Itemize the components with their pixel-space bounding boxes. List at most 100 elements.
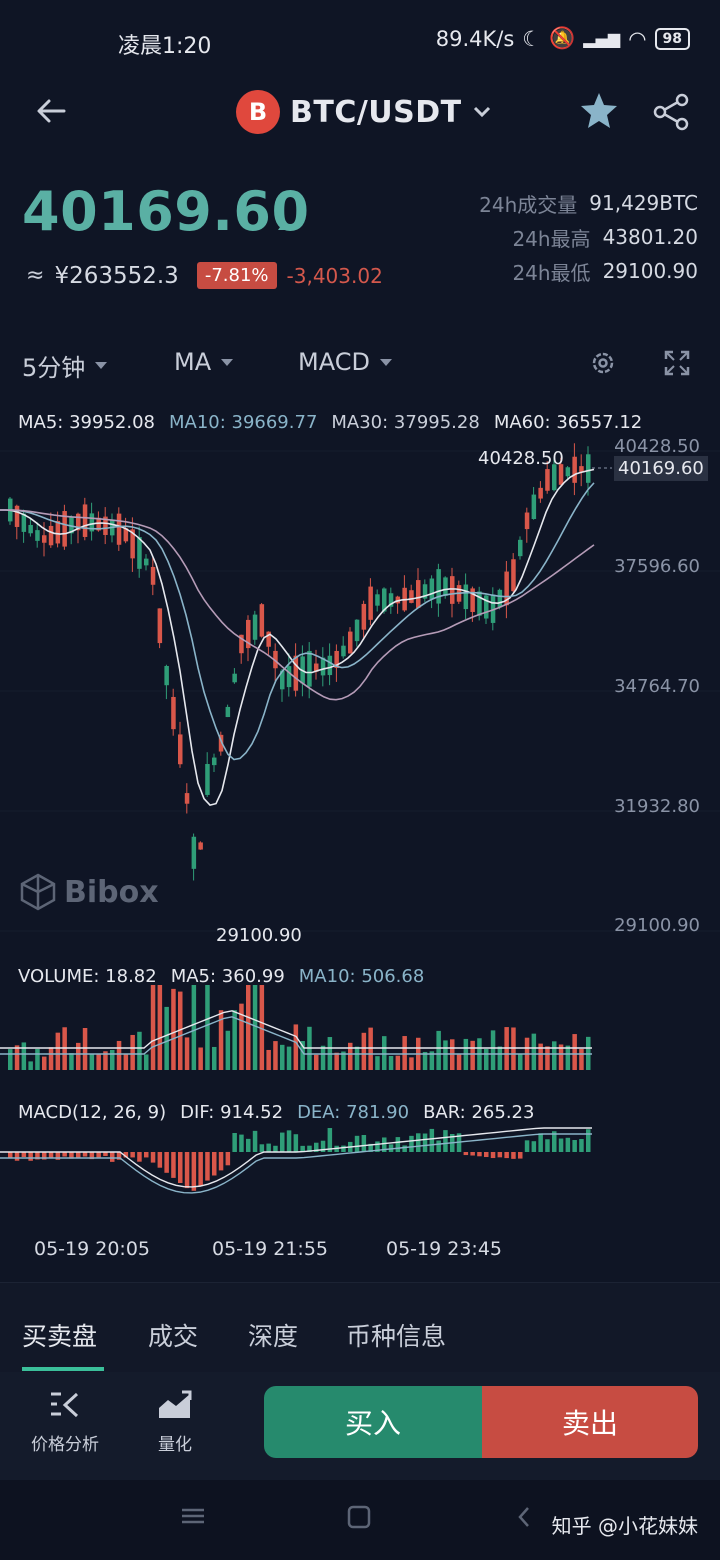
macd-bar [28, 1152, 33, 1161]
macd-dif-line [0, 1127, 592, 1188]
system-nav-bar: 知乎 @小花妹妹 [0, 1480, 720, 1560]
pair-selector[interactable]: B BTC/USDT [236, 90, 492, 134]
macd-bar [572, 1140, 577, 1152]
buy-button[interactable]: 买入 [264, 1386, 482, 1458]
favorite-star-icon[interactable] [578, 90, 620, 132]
candle-body [565, 467, 571, 477]
candle-body [552, 464, 557, 491]
volume-bar [402, 1036, 407, 1070]
candle-body [443, 577, 448, 596]
volume-ma5-line [0, 1010, 592, 1049]
main-indicator-dropdown[interactable]: MA [174, 348, 234, 376]
macd-bar [552, 1131, 557, 1152]
candle-body [28, 524, 33, 534]
candle-body [103, 516, 108, 535]
volume-bar [436, 1030, 441, 1070]
macd-bar [205, 1152, 210, 1181]
signal-icon: ▂▄▆ [583, 29, 621, 48]
volume-bar [531, 1033, 537, 1070]
candle-body [531, 494, 537, 520]
sell-button[interactable]: 卖出 [482, 1386, 698, 1458]
kline-chart[interactable] [0, 430, 720, 1230]
candle-body [144, 558, 149, 566]
tab-depth[interactable]: 深度 [248, 1322, 299, 1351]
volume-bar [470, 1040, 475, 1070]
sub-indicator-dropdown[interactable]: MACD [298, 348, 392, 376]
candle-body [225, 706, 231, 718]
volume-bar [259, 985, 265, 1070]
nav-back-icon[interactable] [514, 1504, 534, 1530]
time-axis-label: 05-19 23:45 [386, 1238, 503, 1260]
macd-bar [246, 1138, 251, 1152]
macd-bar [259, 1144, 265, 1152]
candle-body [477, 591, 482, 616]
tab-orderbook[interactable]: 买卖盘 [22, 1322, 98, 1351]
macd-bar [103, 1152, 108, 1157]
volume-bar [341, 1051, 346, 1070]
volume-bar [354, 1046, 360, 1070]
volume-bar [375, 1056, 380, 1070]
price-up-arrow-icon [278, 220, 292, 230]
macd-bar [395, 1137, 401, 1152]
macd-title: MACD(12, 26, 9) [18, 1102, 167, 1123]
volume-bar [443, 1040, 448, 1070]
volume-bar [490, 1030, 496, 1070]
volume-bar [21, 1042, 27, 1070]
tab-coin-info[interactable]: 币种信息 [346, 1322, 447, 1351]
volume-bar [388, 1055, 394, 1070]
quant-button[interactable]: 量化 [130, 1388, 220, 1455]
macd-bar [436, 1140, 441, 1152]
macd-bar [504, 1152, 509, 1159]
candle-body [198, 842, 203, 850]
macd-bar [144, 1152, 149, 1158]
macd-bar [116, 1152, 122, 1160]
macd-bar [286, 1130, 292, 1152]
zhihu-watermark: 知乎 @小花妹妹 [551, 1514, 698, 1538]
fullscreen-icon[interactable] [662, 348, 692, 378]
menu-icon[interactable] [178, 1504, 208, 1528]
macd-bar [198, 1152, 203, 1186]
volume-bar [89, 1053, 95, 1070]
macd-bar [368, 1143, 373, 1152]
macd-bar [69, 1152, 74, 1159]
volume-bar [286, 1046, 292, 1070]
candle-body [538, 487, 543, 499]
candle-body [416, 580, 421, 608]
price-analysis-button[interactable]: 价格分析 [20, 1388, 110, 1455]
caret-down-icon [221, 358, 234, 366]
macd-bar [422, 1133, 428, 1152]
candle-body [266, 631, 271, 647]
candle-body [48, 525, 54, 546]
tab-trades[interactable]: 成交 [148, 1322, 199, 1351]
macd-bar [497, 1152, 503, 1158]
candle-body [232, 673, 237, 683]
macd-dea-line [0, 1133, 592, 1194]
status-bar: 凌晨1:20 89.4K/s ☾ 🔕 ▂▄▆ ◠ 98 [0, 0, 720, 84]
current-price-tag: 40169.60 [614, 456, 708, 481]
volume-bar [48, 1047, 54, 1070]
share-icon[interactable] [652, 92, 692, 132]
home-icon[interactable] [346, 1504, 372, 1530]
candle-body [280, 670, 285, 690]
volume-bar [42, 1056, 47, 1070]
macd-bar [123, 1152, 129, 1158]
quant-chart-icon [159, 1390, 192, 1418]
candle-body [395, 596, 401, 604]
candle-body [586, 454, 591, 483]
moon-icon: ☾ [522, 26, 542, 51]
time-axis-label: 05-19 20:05 [34, 1238, 151, 1260]
gear-icon[interactable] [588, 348, 618, 378]
candle-body [524, 512, 530, 530]
interval-dropdown[interactable]: 5分钟 [22, 348, 108, 383]
macd-bar [171, 1152, 176, 1178]
macd-bar [266, 1143, 271, 1152]
network-speed: 89.4K/s [435, 26, 515, 51]
volume-bar [368, 1027, 373, 1070]
macd-bar [82, 1152, 88, 1157]
back-arrow-icon[interactable] [34, 94, 68, 128]
mute-icon: 🔕 [549, 26, 576, 50]
volume-bar [164, 1006, 169, 1070]
candle-body [130, 529, 135, 559]
candle-body [164, 665, 169, 686]
volume-bar [82, 1027, 88, 1070]
